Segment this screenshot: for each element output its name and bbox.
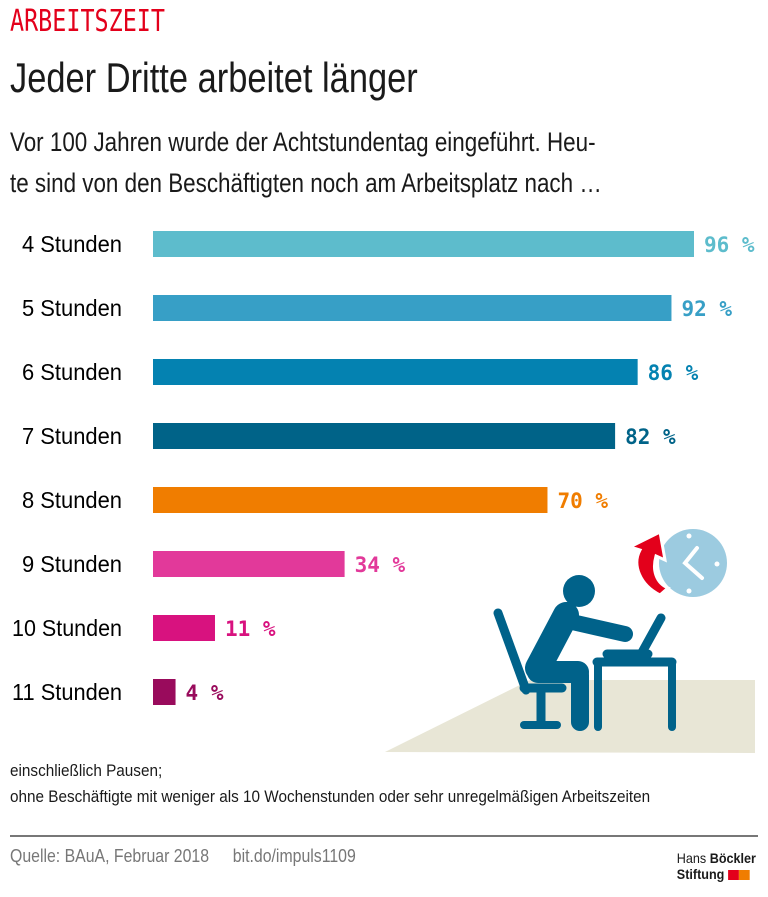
logo-square-orange	[738, 870, 750, 881]
value-label: 82 %	[625, 425, 676, 449]
logo-square-red	[727, 870, 739, 881]
value-label: 4 %	[186, 681, 224, 705]
category-label: 10 Stunden	[12, 615, 122, 641]
category-label: 5 Stunden	[22, 295, 122, 321]
value-label: 96 %	[704, 233, 755, 257]
person-head	[563, 575, 595, 607]
bar	[153, 231, 694, 257]
footnote: einschließlich Pausen; ohne Beschäftigte…	[10, 758, 650, 810]
category-label: 7 Stunden	[22, 423, 122, 449]
bar	[153, 615, 215, 641]
bar	[153, 423, 616, 449]
source-text: Quelle: BAuA, Februar 2018	[10, 846, 210, 866]
logo-text: Stiftung	[676, 866, 725, 882]
subtitle-line: te sind von den Beschäftigten noch am Ar…	[10, 168, 602, 198]
bar	[153, 359, 638, 385]
person-at-laptop-icon	[493, 602, 677, 731]
floor-shape	[385, 680, 755, 753]
value-label: 11 %	[225, 617, 276, 641]
category-label: 4 Stunden	[22, 231, 122, 257]
bar	[153, 679, 176, 705]
category-label: 11 Stunden	[12, 679, 122, 705]
value-label: 86 %	[648, 361, 699, 385]
category-label: 6 Stunden	[22, 359, 122, 385]
logo: Hans Böckler Stiftung	[677, 850, 756, 882]
source-link[interactable]: bit.do/impuls1109	[232, 846, 356, 866]
value-label: 70 %	[557, 489, 608, 513]
arrow-up-icon	[625, 529, 671, 597]
subtitle-line: Vor 100 Jahren wurde der Achtstundentag …	[10, 127, 596, 157]
chart-title: Jeder Dritte arbeitet länger	[10, 54, 418, 101]
kicker: ARBEITSZEIT	[10, 4, 165, 39]
illustration	[385, 529, 755, 753]
bar	[153, 551, 345, 577]
logo-text: Hans	[676, 850, 707, 866]
value-label: 34 %	[355, 553, 406, 577]
divider	[10, 835, 758, 837]
footnote-line: einschließlich Pausen;	[10, 761, 163, 780]
logo-text: Böckler	[709, 850, 756, 866]
bar	[153, 487, 548, 513]
category-label: 8 Stunden	[22, 487, 122, 513]
bar	[153, 295, 672, 321]
source: Quelle: BAuA, Februar 2018 bit.do/impuls…	[10, 846, 375, 867]
footnote-line: ohne Beschäftigte mit weniger als 10 Woc…	[10, 787, 651, 806]
value-label: 92 %	[681, 297, 732, 321]
clock-icon	[659, 529, 727, 597]
subtitle: Vor 100 Jahren wurde der Achtstundentag …	[10, 122, 757, 204]
category-label: 9 Stunden	[22, 551, 122, 577]
